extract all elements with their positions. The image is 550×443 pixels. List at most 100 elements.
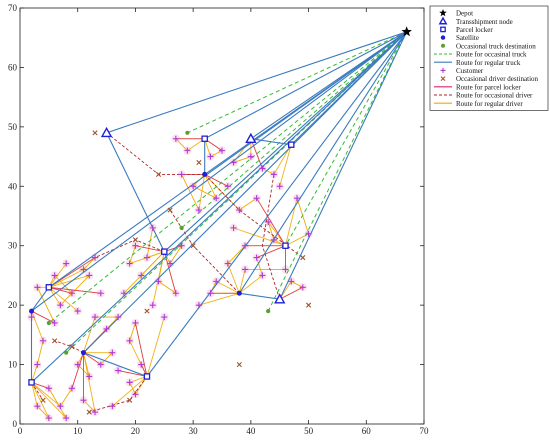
customer-marker [207, 153, 214, 160]
customer-marker [97, 361, 104, 368]
truck-destination-marker [64, 350, 69, 355]
regular-driver-route [181, 174, 200, 211]
regular-driver-route [158, 281, 177, 294]
regular-truck-route [204, 31, 408, 176]
customer-marker [126, 260, 133, 267]
customer-marker [213, 195, 220, 202]
customer-marker [74, 361, 81, 368]
driver-destination-marker [52, 338, 58, 344]
customer-marker [178, 242, 185, 249]
regular-driver-route [227, 263, 240, 294]
transshipment-marker [100, 126, 113, 138]
driver-destination-marker [236, 361, 242, 368]
regular-driver-route [60, 388, 73, 407]
depot-marker [439, 9, 447, 17]
plot-content [27, 26, 412, 423]
customer-marker [115, 367, 122, 374]
customer-marker [305, 230, 312, 237]
y-tick-label: 70 [8, 3, 18, 13]
customer-marker [161, 314, 168, 321]
regular-truck-route [238, 31, 408, 300]
customer-marker [138, 272, 145, 279]
customer-marker [184, 147, 191, 154]
customer-marker [195, 302, 202, 309]
regular-driver-route [100, 352, 113, 365]
parcel-locker-route [204, 174, 228, 187]
parcel-locker-marker [45, 284, 53, 291]
regular-driver-route [238, 269, 246, 294]
parcel-locker-route [118, 370, 148, 377]
customer-marker [126, 379, 133, 386]
customer-marker [155, 278, 162, 285]
truck-destination-marker [266, 308, 271, 314]
customer-marker [149, 302, 156, 309]
driver-destination-marker [190, 243, 196, 249]
regular-driver-route [48, 269, 84, 288]
regular-truck-route [105, 31, 408, 253]
customer-marker [282, 266, 289, 273]
customer-marker [224, 260, 231, 267]
y-tick-label: 40 [8, 181, 18, 191]
customer-marker [178, 171, 185, 178]
customer-marker [68, 385, 75, 392]
regular-driver-route [129, 322, 136, 341]
y-tick-label: 30 [8, 241, 18, 251]
y-tick-label: 0 [13, 419, 18, 429]
customer-marker [45, 415, 52, 422]
regular-driver-route [83, 316, 96, 353]
customer-marker [288, 278, 295, 285]
legend-label: Depot [456, 10, 473, 18]
driver-destination-marker [155, 171, 162, 177]
customer-marker [242, 266, 249, 273]
driver-destination-marker [196, 159, 202, 166]
legend-label: Route for regular driver [456, 100, 523, 108]
parcel-locker-route [135, 245, 165, 253]
parcel-locker-route [256, 245, 286, 258]
driver-destination-marker [167, 207, 173, 213]
parcel-locker-marker [28, 379, 35, 386]
driver-destination-marker [86, 409, 92, 415]
transshipment-marker [245, 132, 257, 144]
customer-marker [92, 314, 99, 321]
parcel-locker-route [71, 352, 84, 389]
regular-truck-route [31, 31, 408, 312]
regular-driver-route [54, 275, 73, 294]
customer-marker [167, 260, 174, 267]
customer-marker [34, 284, 41, 291]
customer-marker [236, 207, 243, 214]
occasional-truck-route [285, 31, 408, 246]
parcel-locker-marker [161, 248, 168, 255]
regular-driver-route [146, 316, 165, 377]
driver-destination-marker [440, 76, 446, 81]
customer-marker [265, 218, 272, 225]
customer-marker [34, 403, 41, 410]
customer-marker [440, 67, 446, 73]
regular-driver-route [216, 280, 240, 294]
regular-driver-route [48, 286, 79, 312]
customer-marker [230, 224, 237, 231]
y-tick-label: 20 [8, 300, 18, 310]
occasional-driver-route [54, 340, 84, 354]
customer-marker [149, 224, 156, 231]
customer-marker [276, 183, 283, 190]
occasional-driver-route [261, 174, 281, 300]
customer-marker [259, 165, 266, 172]
occasional-driver-route [89, 376, 148, 413]
customer-marker [45, 385, 52, 392]
truck-destination-marker [179, 225, 184, 230]
regular-driver-route [267, 221, 275, 240]
legend-box [429, 5, 549, 111]
regular-driver-route [83, 399, 96, 413]
customer-marker [28, 314, 35, 321]
x-tick-label: 50 [304, 426, 314, 436]
customer-marker [132, 319, 139, 326]
customer-marker [74, 308, 81, 315]
customer-marker [138, 361, 145, 368]
customer-marker [80, 397, 87, 404]
legend-label: Parcel locker [456, 26, 493, 34]
regular-driver-route [198, 292, 240, 306]
customer-marker [120, 290, 127, 297]
driver-destination-marker [127, 397, 133, 403]
